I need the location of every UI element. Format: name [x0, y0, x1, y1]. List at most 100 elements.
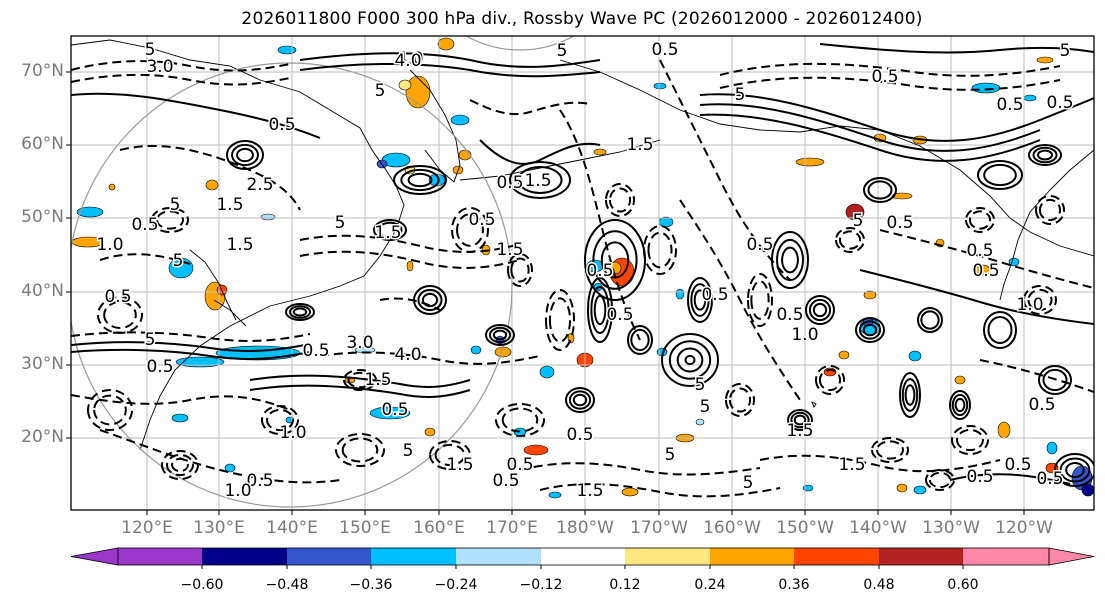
contour-value-label: 0.5 [776, 305, 803, 325]
lon-label-160w: 160°W [703, 518, 761, 538]
convergence-contour [510, 257, 530, 283]
colorbar-segment [118, 548, 202, 565]
convergence-contour [647, 231, 673, 269]
convergence-contour [1035, 195, 1066, 225]
divergence-contour [288, 305, 312, 319]
contour-value-label: 0.5 [381, 400, 408, 420]
divergence-contour [600, 241, 630, 279]
contour-value-label: 0.5 [651, 40, 678, 60]
convergence-contour [539, 483, 781, 498]
colorbar-tick-label: 0.36 [778, 577, 810, 593]
hawaii-outline [811, 401, 817, 408]
colorbar-extend-max [1048, 547, 1095, 566]
convergence-contour [71, 73, 291, 86]
contour-value-label: 1.5 [446, 455, 473, 475]
contour-value-label: 0.5 [606, 305, 633, 325]
convergence-contour [879, 229, 1094, 289]
convergence-contour [119, 145, 301, 211]
divergence-contour [236, 147, 254, 163]
divergence-contour [400, 168, 440, 192]
divergence-patch [260, 213, 276, 221]
divergence-contour [855, 317, 886, 343]
contour-value-label: 1.0 [791, 325, 818, 345]
convergence-contour [925, 469, 956, 491]
convergence-contour [319, 351, 541, 365]
divergence-patch [997, 421, 1011, 439]
contour-value-label: 0.5 [104, 287, 131, 307]
divergence-contour [687, 277, 714, 323]
convergence-contour [815, 365, 846, 395]
contour-value-label: 0.5 [146, 357, 173, 377]
divergence-contour [488, 326, 512, 344]
contour-value-label: 0.5 [746, 235, 773, 255]
divergence-contour [231, 143, 259, 167]
convergence-contour [341, 437, 379, 463]
convergence-contour [161, 450, 200, 480]
divergence-contour [249, 374, 471, 388]
contour-value-label: 0.5 [886, 213, 913, 233]
divergence-patch [621, 487, 639, 497]
contour-value-label: 1.5 [576, 481, 603, 501]
divergence-contour [226, 140, 265, 170]
contour-value-label: 5 [1060, 41, 1071, 61]
map-frame [70, 35, 1095, 511]
divergence-contour [485, 324, 516, 346]
contour-value-label: 0.5 [566, 425, 593, 445]
divergence-contour [951, 393, 969, 417]
divergence-contour [1054, 453, 1094, 487]
lat-label-40n: 40°N [21, 281, 64, 301]
contour-value-label: 5 [853, 211, 864, 231]
contour-value-label: 5 [145, 40, 156, 60]
divergence-contour [917, 307, 944, 333]
divergence-contour [71, 341, 311, 352]
divergence-patch [971, 82, 1001, 94]
divergence-patch [424, 427, 436, 437]
divergence-contour [590, 286, 610, 334]
divergence-contour [407, 172, 433, 188]
colorbar-tick-label: 0.12 [609, 577, 641, 593]
lon-label-160e: 160°E [413, 518, 465, 538]
contour-value-label: 1.0 [279, 423, 306, 443]
contour-value-label: 0.5 [492, 471, 519, 491]
contour-value-label: 0.5 [996, 95, 1023, 115]
divergence-contour [901, 378, 919, 412]
lon-label-140w: 140°W [849, 518, 907, 538]
divergence-patch [1046, 441, 1058, 455]
colorbar-segment [202, 548, 287, 565]
divergence-patch [406, 260, 414, 272]
divergence-patch [838, 350, 850, 360]
divergence-contour [285, 303, 316, 321]
divergence-contour [292, 307, 308, 317]
divergence-contour [1065, 461, 1085, 479]
divergence-contour [479, 139, 601, 165]
contour-value-label: 1.5 [216, 195, 243, 215]
lon-label-120w: 120°W [995, 518, 1053, 538]
aleutian-coastline [459, 139, 661, 181]
convergence-contour [156, 210, 184, 230]
convergence-contour [608, 187, 632, 213]
divergence-patch [896, 483, 908, 493]
divergence-contour [676, 347, 704, 373]
contour-value-label: 1.5 [496, 240, 523, 260]
convergence-contour [103, 301, 137, 329]
divergence-patch [695, 418, 705, 426]
colorbar-segment [963, 548, 1049, 565]
lon-label-150w: 150°W [776, 518, 834, 538]
contour-value-label: 1.5 [838, 455, 865, 475]
divergence-contour [1028, 144, 1063, 166]
contour-value-label: 4.0 [394, 51, 421, 71]
convergence-contour [335, 433, 386, 467]
convergence-contour [93, 394, 127, 426]
colorbar-tick-label: −0.36 [349, 577, 393, 593]
divergence-contour [819, 43, 1094, 54]
convergence-contour [347, 371, 373, 389]
divergence-contour [492, 329, 508, 341]
convergence-contour [759, 454, 1001, 473]
divergence-contour [949, 473, 1071, 485]
divergence-contour [699, 93, 1094, 142]
convergence-contour [299, 234, 521, 253]
contour-value-label: 1.5 [786, 421, 813, 441]
divergence-contour [661, 333, 720, 387]
divergence-contour [787, 409, 814, 431]
divergence-contour [863, 177, 898, 203]
